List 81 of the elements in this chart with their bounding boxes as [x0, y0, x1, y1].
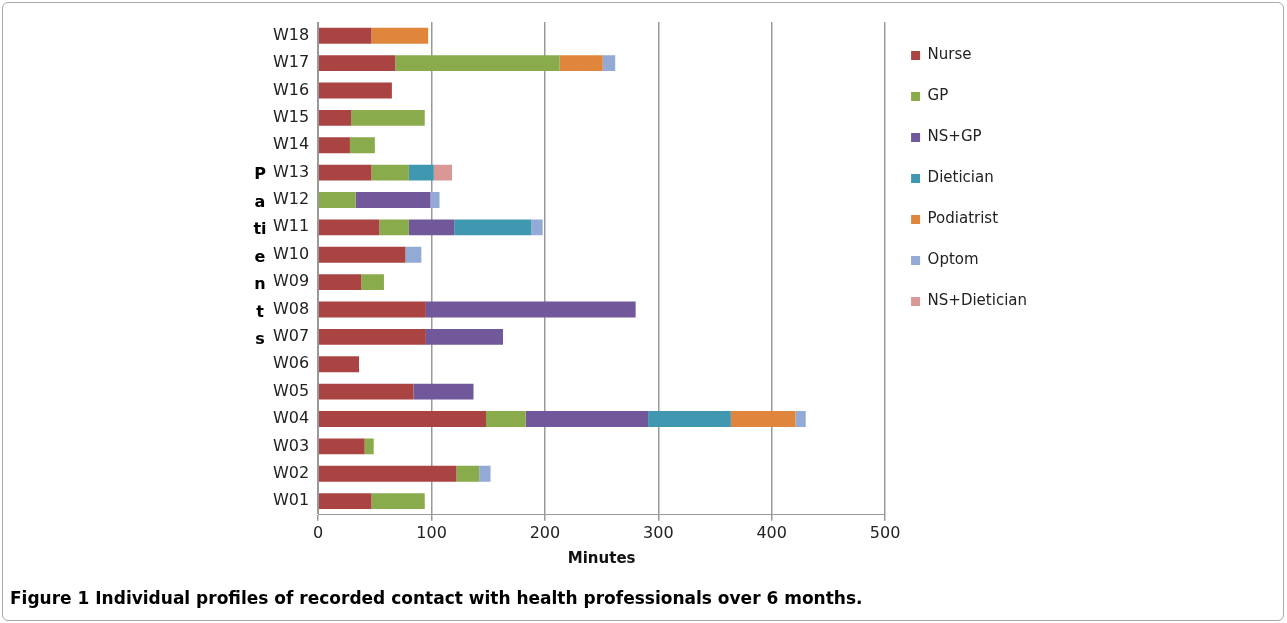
y-tick-label: W04 [272, 408, 310, 428]
legend-label: Optom [927, 250, 979, 269]
bar [364, 438, 374, 455]
bar [318, 219, 380, 236]
bar [318, 109, 352, 126]
y-tick-label: W08 [272, 298, 310, 318]
bar [355, 192, 431, 208]
y-axis-title: Patients [253, 163, 267, 350]
bar [318, 383, 414, 400]
x-tick-label: 300 [643, 522, 674, 542]
y-tick-label: W17 [272, 52, 310, 72]
bar [351, 109, 425, 126]
legend-label: NS+GP [927, 127, 982, 146]
x-tick-label: 400 [756, 522, 787, 542]
bar [425, 301, 636, 318]
bar [361, 274, 384, 291]
legend-label: Nurse [927, 45, 972, 64]
legend-label: Dietician [927, 168, 994, 187]
y-tick-label: W06 [272, 353, 310, 373]
bar [379, 219, 409, 236]
y-tick-label: W10 [272, 243, 310, 263]
bar [456, 465, 480, 482]
y-tick-label: W12 [272, 189, 310, 209]
y-tick-label: W02 [272, 462, 310, 482]
bar [371, 27, 429, 44]
x-tick-label: 200 [529, 522, 561, 542]
bar [318, 82, 392, 99]
bar [430, 192, 440, 208]
bar [648, 411, 731, 427]
y-tick-label: W16 [272, 79, 310, 99]
y-tick-label: W18 [272, 24, 310, 44]
bar [559, 55, 603, 72]
bar [371, 164, 409, 181]
bar [318, 356, 359, 373]
bar [318, 328, 426, 345]
y-tick-label: W09 [272, 271, 310, 291]
bar [405, 246, 422, 263]
bar [425, 328, 503, 345]
bar [318, 465, 457, 482]
y-tick-label: W05 [272, 380, 310, 400]
bar [318, 493, 372, 510]
bar [730, 411, 796, 427]
x-tick-label: 100 [416, 522, 447, 542]
bar [318, 137, 350, 154]
bar [454, 219, 532, 236]
y-tick-label: W13 [272, 161, 310, 181]
bar [371, 493, 425, 510]
bar [531, 219, 543, 236]
y-tick-label: W07 [272, 326, 310, 345]
bar [479, 465, 491, 482]
x-tick-label: 0 [313, 522, 324, 542]
bar [408, 219, 455, 236]
legend-label: NS+Dietician [927, 291, 1027, 310]
bar [318, 274, 362, 291]
bar [408, 164, 434, 181]
legend-label: GP [927, 86, 949, 105]
bar [318, 301, 426, 318]
x-tick-label: 500 [869, 522, 901, 542]
caption: Figure 1 Individual profiles of recorded contact with health professionals over 6 months. [10, 588, 863, 608]
bar [318, 55, 396, 72]
bar [318, 192, 356, 208]
x-axis-title: Minutes [567, 548, 636, 567]
bar [318, 164, 372, 181]
bar [395, 55, 560, 72]
bar [795, 411, 806, 427]
bar [318, 246, 406, 263]
bar [318, 438, 365, 455]
bar [433, 164, 452, 181]
bar [318, 27, 372, 44]
legend-label: Podiatrist [927, 209, 999, 228]
bar [349, 137, 375, 154]
y-tick-label: W14 [272, 134, 310, 154]
y-tick-label: W15 [272, 106, 310, 126]
bar [318, 411, 486, 427]
bar [602, 55, 616, 72]
bar [413, 383, 474, 400]
y-tick-label: W03 [272, 435, 310, 455]
bar [525, 411, 649, 427]
y-tick-label: W01 [272, 490, 310, 510]
y-tick-label: W11 [272, 216, 310, 236]
bar [485, 411, 526, 427]
